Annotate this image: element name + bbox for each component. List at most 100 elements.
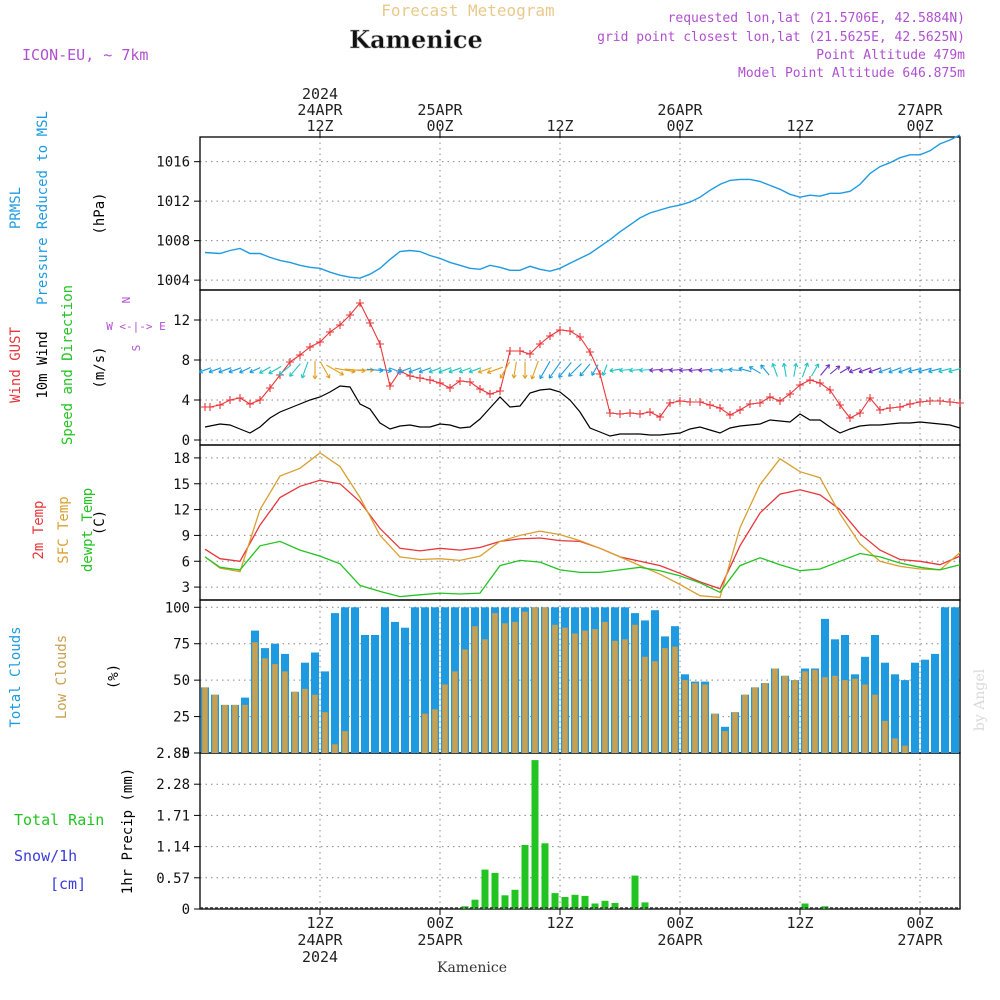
gust-marker <box>366 319 374 327</box>
y-tick-label: 2.85 <box>156 746 190 762</box>
low-cloud-bar <box>562 627 568 753</box>
top-time-label: 27APR <box>897 101 943 119</box>
low-cloud-bar <box>522 611 528 753</box>
gust-marker <box>806 376 814 384</box>
gridpoint-coordinates: grid point closest lon,lat (21.5625E, 42… <box>597 30 965 45</box>
low-cloud-bar <box>452 671 458 753</box>
low-cloud-bar <box>652 661 658 753</box>
low-cloud-bar <box>432 709 438 753</box>
gust-marker <box>756 399 764 407</box>
credit-watermark: by Angel <box>972 668 988 731</box>
low-cloud-bar <box>732 712 738 753</box>
wind-direction-arrow <box>649 367 661 373</box>
rain-bar <box>541 843 549 909</box>
gust-marker <box>816 379 824 387</box>
gust-marker <box>896 403 904 411</box>
wind-direction-arrow <box>198 367 212 374</box>
precip-units-label: 1hr Precip (mm) <box>120 768 136 894</box>
wind-direction-arrow <box>669 367 681 373</box>
total-cloud-bar <box>391 621 399 753</box>
gust-marker <box>846 414 854 422</box>
gust-marker <box>316 338 324 346</box>
y-tick-label: 15 <box>173 477 190 493</box>
wind-direction-arrow <box>448 367 462 374</box>
rain-bar <box>531 760 539 909</box>
gust-marker <box>296 351 304 359</box>
wind-direction-arrow <box>629 367 641 373</box>
gust-marker <box>636 410 644 418</box>
gust-marker <box>516 347 524 355</box>
units-label: (C) <box>92 510 108 535</box>
gust-marker <box>286 358 294 366</box>
gust-marker <box>576 333 584 341</box>
top-time-label: 2024 <box>302 85 338 103</box>
wind-direction-arrow <box>398 367 412 374</box>
low-cloud-bar <box>702 684 708 753</box>
rain-bar <box>581 895 589 909</box>
low-cloud-bar <box>882 720 888 753</box>
gust-marker <box>726 411 734 419</box>
gust-marker <box>676 397 684 405</box>
y-tick-label: 8 <box>182 353 190 369</box>
wind-direction-arrow <box>548 361 562 379</box>
y-tick-label: 18 <box>173 451 190 467</box>
wind-direction-arrow <box>268 365 282 375</box>
bottom-time-label: 25APR <box>417 931 463 949</box>
wind-direction-arrow <box>898 367 912 374</box>
gust-marker <box>446 384 454 392</box>
wind-direction-arrow <box>678 367 691 373</box>
wind-direction-arrow <box>801 362 809 378</box>
cloud-label-1: Low Clouds <box>54 635 70 719</box>
total-cloud-bar <box>371 635 379 753</box>
low-cloud-bar <box>662 648 668 753</box>
chart-panels: 1004 1008 1012 1016 (hPa) 0 4 8 12 (m/s) 3 6 9 12 15 18… <box>8 85 964 966</box>
wind-direction-arrow <box>579 363 591 377</box>
gust-marker <box>556 326 564 334</box>
bottom-time-label: 12Z <box>546 914 573 932</box>
gust-marker <box>766 393 774 401</box>
wind-direction-arrow <box>378 368 392 374</box>
total-cloud-bar <box>441 607 449 753</box>
low-cloud-bar <box>422 713 428 753</box>
gust-marker <box>906 400 914 408</box>
wind-direction-arrow <box>458 367 471 374</box>
y-tick-label: 9 <box>182 528 190 544</box>
top-time-label: 26APR <box>657 101 703 119</box>
low-cloud-bar <box>762 683 768 753</box>
wind-direction-arrow <box>468 367 482 374</box>
wind-direction-arrow <box>259 366 271 374</box>
wind-direction-arrow <box>858 367 872 374</box>
gust-marker <box>386 382 394 390</box>
rain-bar <box>631 875 639 909</box>
gust-marker <box>376 340 384 348</box>
gust-marker <box>416 374 424 382</box>
low-cloud-bar <box>862 684 868 753</box>
rain-bar <box>601 900 609 909</box>
total-cloud-bar <box>881 662 889 753</box>
gust-marker <box>586 348 594 356</box>
wind-direction-arrow <box>300 361 309 379</box>
gust-marker <box>796 381 804 389</box>
low-cloud-bar <box>492 613 498 753</box>
low-cloud-bar <box>222 704 228 753</box>
bottom-time-label: 12Z <box>786 914 813 932</box>
compass-east-west: W <-|-> E <box>106 320 166 333</box>
wind-direction-arrow <box>771 362 778 377</box>
gust-marker <box>866 394 874 402</box>
low-cloud-bar <box>292 691 298 753</box>
panel-precipitation <box>194 752 961 910</box>
wind-direction-arrow <box>609 367 621 373</box>
gust-marker <box>716 404 724 412</box>
wind-direction-arrow <box>948 367 962 374</box>
top-time-label: 00Z <box>426 117 453 135</box>
compass-north: N <box>120 297 133 304</box>
wind-direction-arrow <box>811 363 820 377</box>
low-cloud-bar <box>332 744 338 753</box>
rain-bar <box>611 903 619 909</box>
low-cloud-bar <box>902 745 908 753</box>
low-cloud-bar <box>752 687 758 753</box>
gust-marker <box>456 377 464 385</box>
wind-direction-arrow <box>228 367 242 374</box>
wind-direction-arrow <box>781 362 787 377</box>
gust-marker <box>956 399 964 407</box>
